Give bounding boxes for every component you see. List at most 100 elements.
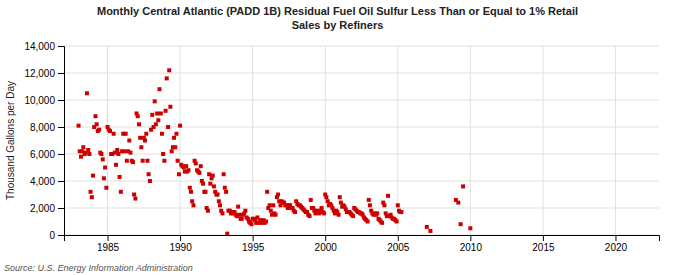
point <box>87 152 91 156</box>
point <box>386 194 390 198</box>
y-tick-mark <box>58 46 64 47</box>
y-tick-label: 2,000 <box>30 203 55 214</box>
point <box>194 161 198 165</box>
y-tick-mark <box>58 181 64 182</box>
point <box>459 222 463 226</box>
y-tick-label: 14,000 <box>24 41 55 52</box>
x-tick: 2000 <box>315 235 338 253</box>
point <box>212 184 216 188</box>
chart: 1985199019952000200520102015202002,0004,… <box>0 0 675 275</box>
x-tick-label: 2020 <box>605 242 628 253</box>
point <box>367 198 371 202</box>
point <box>271 203 275 207</box>
point <box>156 118 160 122</box>
point <box>170 149 174 153</box>
point <box>368 203 372 207</box>
point <box>167 68 171 72</box>
point <box>141 159 145 163</box>
point <box>456 201 460 205</box>
grid-line-x <box>542 46 543 235</box>
x-tick-mark <box>398 235 399 241</box>
point <box>220 211 224 215</box>
y-tick-label: 10,000 <box>24 95 55 106</box>
point <box>161 152 165 156</box>
x-tick-mark <box>253 235 254 241</box>
point <box>190 199 194 203</box>
grid <box>64 46 659 235</box>
point <box>97 128 101 132</box>
x-tick: 1995 <box>242 235 265 253</box>
x-tick-mark <box>615 235 616 241</box>
point <box>293 210 297 214</box>
point <box>265 190 269 194</box>
x-tick: 2010 <box>460 235 483 253</box>
y-tick-mark <box>58 127 64 128</box>
point <box>128 151 132 155</box>
point <box>157 87 161 91</box>
point <box>86 148 90 152</box>
plot-area: 1985199019952000200520102015202002,0004,… <box>24 41 659 253</box>
point <box>188 186 192 190</box>
y-tick: 14,000 <box>24 41 64 52</box>
x-tick-mark <box>470 235 471 241</box>
point <box>132 193 136 197</box>
x-tick-mark <box>325 235 326 241</box>
point <box>236 205 240 209</box>
point <box>103 166 107 170</box>
grid-line-x <box>252 46 253 235</box>
point <box>320 206 324 210</box>
y-tick-mark <box>58 73 64 74</box>
point <box>425 225 429 229</box>
point <box>123 149 127 153</box>
point <box>150 113 154 117</box>
point <box>172 136 176 140</box>
point <box>145 159 149 163</box>
point <box>79 155 83 159</box>
y-tick-mark <box>58 208 64 209</box>
y-tick-label: 6,000 <box>30 149 55 160</box>
point <box>144 132 148 136</box>
point <box>203 190 207 194</box>
point <box>225 232 229 235</box>
x-tick-label: 2010 <box>460 242 483 253</box>
y-tick: 12,000 <box>24 68 64 79</box>
x-tick-label: 2015 <box>532 242 555 253</box>
point <box>176 159 180 163</box>
point <box>102 176 106 180</box>
y-tick-mark <box>58 100 64 101</box>
point <box>154 122 158 126</box>
point <box>428 229 432 233</box>
point <box>249 222 253 226</box>
point <box>189 190 193 194</box>
y-tick: 4,000 <box>30 176 64 187</box>
x-tick-mark <box>543 235 544 241</box>
point <box>382 203 386 207</box>
point <box>461 184 465 188</box>
y-tick: 8,000 <box>30 122 64 133</box>
grid-line-y <box>64 181 659 182</box>
point <box>396 203 400 207</box>
point <box>104 186 108 190</box>
point <box>77 124 81 128</box>
point <box>162 159 166 163</box>
point <box>148 179 152 183</box>
point <box>309 198 313 202</box>
y-axis: 02,0004,0006,0008,00010,00012,00014,000 <box>24 41 64 241</box>
point <box>208 182 212 186</box>
point <box>160 132 164 136</box>
point <box>380 221 384 225</box>
point <box>119 190 123 194</box>
point <box>127 139 131 143</box>
point <box>177 172 181 176</box>
point <box>217 199 221 203</box>
point <box>85 91 89 95</box>
point <box>395 220 399 224</box>
grid-line-x <box>615 46 616 235</box>
grid-line-y <box>64 154 659 155</box>
point <box>164 109 168 113</box>
point <box>178 124 182 128</box>
point <box>276 193 280 197</box>
point <box>168 105 172 109</box>
point <box>91 174 95 178</box>
x-tick: 2020 <box>605 235 628 253</box>
